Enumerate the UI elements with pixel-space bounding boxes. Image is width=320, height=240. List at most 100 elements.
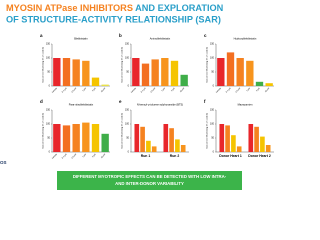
bar [170, 60, 179, 86]
y-tick-label: 50 [126, 137, 129, 140]
bar [91, 77, 100, 86]
bar [169, 128, 174, 152]
y-axis-label: Sarcomere Shortening (% of control) [42, 113, 45, 149]
bar [141, 63, 150, 86]
y-tick-label: 100 [125, 123, 130, 126]
y-tick-label: 100 [125, 57, 130, 60]
y-tick-label: 0 [213, 85, 215, 88]
bar [265, 83, 273, 86]
y-axis-label: Sarcomere Shortening (% of control) [42, 47, 45, 83]
title-highlight: MYOSIN ATPase INHIBITORS [6, 3, 133, 13]
x-tick-label: 0.1 µM [62, 153, 68, 159]
page: MYOSIN ATPase INHIBITORS AND EXPLORATION… [0, 3, 274, 190]
y-tick-label: 100 [46, 123, 51, 126]
x-tick-label: 0.1 µM [141, 87, 147, 93]
bar [132, 58, 140, 86]
bar [219, 124, 225, 152]
bar [254, 126, 259, 152]
callout-box [57, 171, 242, 190]
bar [151, 59, 159, 86]
bar [62, 58, 71, 86]
x-tick-label: 10 µM [101, 153, 107, 159]
bar [146, 140, 151, 152]
x-tick-label: 10 µM [101, 87, 107, 93]
bar [248, 124, 254, 152]
chart-title: Mavacamten [238, 103, 253, 107]
y-tick-label: 0 [128, 151, 130, 154]
x-tick-label: Vehicle [131, 87, 138, 94]
y-tick-label: 0 [213, 151, 215, 154]
bar [180, 145, 186, 152]
y-axis-label: Sarcomere Shortening (% of control) [206, 113, 209, 149]
x-tick-label: 1 µM [82, 153, 87, 158]
x-tick-label: 1 µM [161, 87, 166, 92]
x-tick-label: 10 µM [265, 87, 271, 93]
x-tick-label: 0.1 µM [62, 87, 68, 93]
panel-label: d [40, 99, 43, 104]
y-tick-label: 100 [210, 57, 215, 60]
bar [72, 59, 80, 86]
bar [151, 146, 157, 152]
x-tick-label: 0.5 µM [150, 87, 156, 93]
y-tick-label: 100 [210, 123, 215, 126]
panel-label: e [119, 99, 122, 104]
title-rest: AND EXPLORATION [133, 3, 224, 13]
callout-text: AND INTER-DONOR VARIABILITY [115, 181, 184, 186]
bar [53, 58, 61, 86]
y-axis-label: Sarcomere Shortening (% of control) [121, 47, 124, 83]
bar [226, 52, 235, 86]
x-tick-label: 0.5 µM [235, 87, 241, 93]
panel-label: f [204, 99, 206, 104]
y-tick-label: 0 [128, 85, 130, 88]
bar [101, 84, 109, 86]
y-tick-label: 50 [47, 71, 50, 74]
bar [265, 145, 271, 152]
bar [236, 146, 242, 152]
y-tick-label: 150 [210, 109, 215, 112]
y-tick-label: 100 [46, 57, 51, 60]
y-tick-label: 150 [125, 43, 130, 46]
bar [163, 124, 169, 152]
x-tick-label: Run 2 [170, 154, 180, 158]
x-tick-label: Vehicle [52, 87, 59, 94]
x-tick-label: Donor Heart 1 [219, 154, 242, 158]
bar [140, 126, 145, 152]
y-axis-label: Sarcomere Shortening (% of control) [206, 47, 209, 83]
x-tick-label: 0.5 µM [71, 87, 77, 93]
bar [82, 122, 90, 152]
y-tick-label: 50 [47, 137, 50, 140]
side-text: OS [0, 160, 7, 165]
bar [53, 124, 61, 152]
x-tick-label: 0.1 µM [226, 87, 232, 93]
bar [225, 125, 230, 152]
bar [134, 124, 140, 152]
bar [217, 58, 225, 86]
x-tick-label: 10 µM [180, 87, 186, 93]
x-tick-label: 5 µM [171, 87, 176, 92]
y-tick-label: 150 [46, 43, 51, 46]
x-tick-label: Vehicle [216, 87, 223, 94]
x-tick-label: Vehicle [52, 153, 59, 160]
bar [246, 60, 254, 86]
bar [255, 81, 264, 86]
y-tick-label: 0 [49, 85, 51, 88]
bar [161, 58, 169, 86]
bar [91, 124, 100, 152]
bar [231, 135, 236, 152]
x-tick-label: Donor Heart 2 [248, 154, 271, 158]
x-tick-label: 5 µM [256, 87, 261, 92]
x-tick-label: Run 1 [141, 154, 151, 158]
bar [236, 58, 244, 86]
chart-title: Blebbistatin [74, 37, 88, 41]
bar [260, 136, 265, 152]
y-tick-label: 50 [211, 137, 214, 140]
y-tick-label: 150 [210, 43, 215, 46]
chart-title: Aminoblebbistatin [150, 37, 171, 41]
bar [62, 125, 71, 152]
y-tick-label: 150 [125, 109, 130, 112]
bar [180, 74, 188, 86]
y-tick-label: 0 [49, 151, 51, 154]
slide-title: MYOSIN ATPase INHIBITORS AND EXPLORATION [6, 3, 224, 13]
slide: MYOSIN ATPase INHIBITORS AND EXPLORATION… [0, 3, 274, 190]
chart-title: Hydroxyblebbistatin [234, 37, 257, 41]
